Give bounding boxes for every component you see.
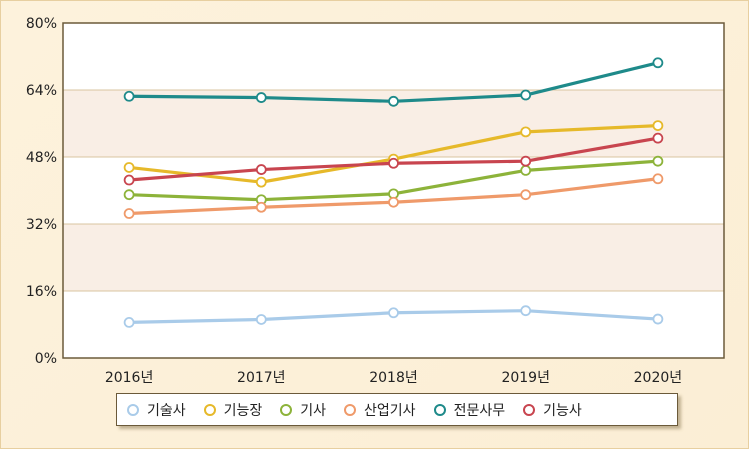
data-point xyxy=(123,162,135,173)
data-point xyxy=(123,189,135,201)
data-point xyxy=(520,155,532,167)
plot-border xyxy=(62,22,725,359)
data-point xyxy=(520,305,532,317)
legend-label: 기술사 xyxy=(147,402,186,419)
data-point xyxy=(652,132,664,144)
data-point xyxy=(123,208,135,219)
data-point xyxy=(123,174,135,186)
data-point xyxy=(255,164,267,175)
legend-label: 산업기사 xyxy=(364,402,416,419)
series-4 xyxy=(123,57,664,107)
data-point xyxy=(652,120,664,131)
data-point xyxy=(388,95,399,107)
legend-item: 기능장 xyxy=(203,400,263,420)
data-point xyxy=(520,164,532,176)
legend-item: 기능사 xyxy=(523,400,582,420)
legend-item: 기술사 xyxy=(127,400,186,420)
legend-marker-icon xyxy=(344,403,357,416)
y-axis-ticks: 0% 16% 32% 48% 64% 80% xyxy=(26,16,57,367)
data-point xyxy=(255,92,267,103)
series-5 xyxy=(123,132,664,186)
plot-band xyxy=(63,291,724,358)
legend-label: 기능사 xyxy=(543,402,582,419)
data-point xyxy=(520,126,532,138)
series-group xyxy=(123,57,664,328)
data-point xyxy=(123,317,135,328)
legend-marker-icon xyxy=(523,403,536,416)
x-tick-label: 2018년 xyxy=(369,370,418,386)
data-point xyxy=(388,307,399,319)
y-tick-label: 64% xyxy=(26,83,57,99)
plot-band xyxy=(63,23,724,90)
legend-marker-icon xyxy=(127,403,139,416)
legend-label: 전문사무 xyxy=(453,402,506,419)
data-point xyxy=(255,176,267,188)
legend-marker-icon xyxy=(433,403,446,416)
legend-item: 산업기사 xyxy=(344,400,416,420)
y-tick-label: 80% xyxy=(26,16,57,32)
data-point xyxy=(388,196,399,208)
series-3 xyxy=(123,173,664,219)
legend: 기술사 기능장 기사 산업기사 전문사무 기능사 xyxy=(116,393,678,426)
y-tick-label: 48% xyxy=(26,150,57,166)
y-tick-label: 16% xyxy=(26,284,57,300)
y-tick-label: 32% xyxy=(26,217,57,233)
plot-band xyxy=(63,224,724,291)
data-point xyxy=(652,155,664,167)
series-2 xyxy=(123,155,664,206)
series-0 xyxy=(123,305,664,328)
x-tick-label: 2019년 xyxy=(501,370,550,386)
data-point xyxy=(652,57,664,69)
legend-marker-icon xyxy=(203,403,216,416)
data-point xyxy=(123,90,135,102)
x-tick-label: 2016년 xyxy=(105,370,154,386)
data-point xyxy=(520,189,532,201)
y-tick-label: 0% xyxy=(35,351,57,367)
data-point xyxy=(388,157,399,169)
legend-label: 기능장 xyxy=(223,402,263,419)
data-point xyxy=(652,313,664,325)
x-tick-label: 2020년 xyxy=(634,370,683,386)
data-point xyxy=(520,89,532,101)
data-point xyxy=(652,173,664,185)
legend-item: 전문사무 xyxy=(433,400,506,420)
data-point xyxy=(255,314,267,325)
x-axis-ticks: 2016년 2017년 2018년 2019년 2020년 xyxy=(105,370,682,386)
legend-marker-icon xyxy=(280,403,293,416)
legend-item: 기사 xyxy=(280,400,326,420)
x-tick-label: 2017년 xyxy=(237,370,286,386)
legend-label: 기사 xyxy=(300,402,327,419)
data-point xyxy=(255,201,267,213)
